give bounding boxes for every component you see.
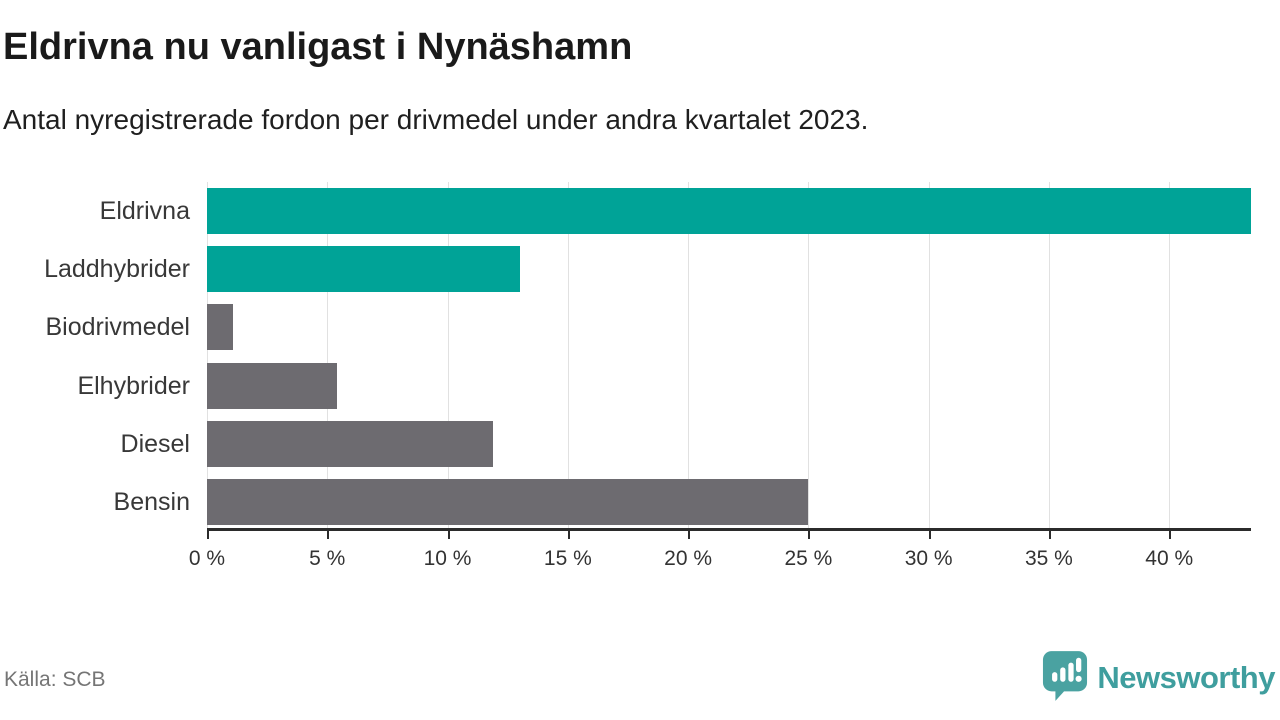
plot-area (207, 182, 1251, 539)
bar-diesel (207, 420, 494, 467)
gridline (688, 182, 690, 528)
y-axis-labels: Eldrivna Laddhybrider Biodrivmedel Elhybrid… (0, 182, 190, 531)
bar-biodrivmedel (207, 304, 234, 351)
gridline (447, 182, 449, 528)
x-tick-label: 20 % (664, 547, 713, 570)
gridline (1048, 182, 1050, 528)
category-label: Laddhybrider (44, 255, 190, 284)
category-label: Diesel (120, 429, 190, 458)
bar-elhybrider (207, 362, 337, 409)
bar-eldrivna (207, 188, 1251, 235)
bar-chart-speech-bubble-icon (1042, 650, 1088, 706)
category-label: Biodrivmedel (45, 313, 190, 342)
chart-subtitle: Antal nyregistrerade fordon per drivmede… (3, 104, 869, 135)
x-tick-mark (928, 531, 931, 539)
chart-title: Eldrivna nu vanligast i Nynäshamn (3, 26, 633, 68)
x-tick-mark (1048, 531, 1051, 539)
gridline (567, 182, 569, 528)
bar-laddhybrider (207, 246, 520, 293)
gridline (1169, 182, 1171, 528)
x-tick-label: 40 % (1145, 547, 1194, 570)
gridline (808, 182, 810, 528)
bar-bensin (207, 478, 809, 525)
x-tick-mark (207, 531, 209, 539)
x-tick-label: 5 % (309, 547, 346, 570)
x-tick-mark (327, 531, 330, 539)
x-tick-mark (1169, 531, 1172, 539)
x-tick-label: 35 % (1024, 547, 1073, 570)
x-tick-label: 15 % (543, 547, 592, 570)
x-tick-mark (567, 531, 570, 539)
x-tick-label: 0 % (188, 547, 226, 570)
brand-wordmark: Newsworthy (1097, 660, 1275, 695)
x-tick-mark (447, 531, 450, 539)
x-tick-mark (808, 531, 811, 539)
source-note: Källa: SCB (4, 668, 106, 691)
category-label: Elhybrider (77, 371, 190, 400)
x-tick-label: 10 % (423, 547, 472, 570)
x-tick-label: 30 % (904, 547, 953, 570)
x-tick-mark (688, 531, 691, 539)
category-label: Eldrivna (99, 197, 190, 226)
newsworthy-logo: Newsworthy (1042, 650, 1275, 706)
gridline (928, 182, 930, 528)
gridline (327, 182, 329, 528)
x-axis-labels: 0 % 5 % 10 % 15 % 20 % 25 % 30 % 35 % 40 % (189, 547, 1251, 577)
x-tick-label: 25 % (784, 547, 833, 570)
category-label: Bensin (113, 487, 190, 516)
gridline (207, 182, 208, 528)
